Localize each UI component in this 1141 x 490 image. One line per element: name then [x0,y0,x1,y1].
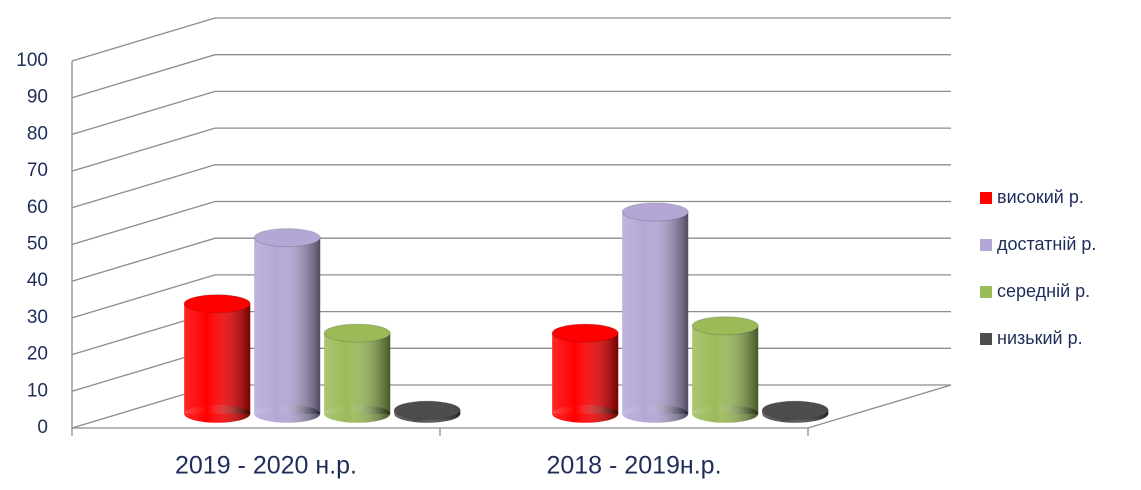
y-tick-label: 70 [27,160,48,181]
grid-line [71,54,951,99]
legend-label: середній р. [997,281,1090,301]
legend-swatch [980,286,992,298]
grid-line [71,90,951,136]
legend-swatch [980,192,992,204]
y-tick-label: 50 [27,234,48,255]
grid-line [71,127,951,172]
legend-label: високий р. [997,187,1084,207]
legend-swatch [980,333,992,345]
cylinder [551,323,619,423]
cylinder [323,323,391,423]
y-tick-label: 90 [27,87,48,108]
y-tick-label: 10 [27,380,48,401]
legend-label: достатній р. [997,234,1096,254]
y-tick-label: 40 [27,270,48,291]
y-tick-label: 20 [27,344,48,365]
cylinder [253,228,321,423]
x-tick-label: 2018 - 2019н.р. [546,452,721,480]
cylinder [621,202,689,423]
y-tick-label: 0 [37,417,48,438]
cylinder [183,294,251,423]
legend-swatch [980,239,992,251]
grid-line [71,17,951,62]
grid-line [71,237,951,282]
y-tick-label: 60 [27,197,48,218]
grid-line [71,274,951,319]
grid-line [71,200,951,246]
y-tick-label: 80 [27,123,48,144]
y-tick-label: 100 [16,50,48,71]
cylinder [761,400,829,423]
cylinder [393,400,461,423]
y-tick-label: 30 [27,307,48,328]
x-tick-label: 2019 - 2020 н.р. [175,452,357,480]
grid-line [71,164,951,209]
legend-label: низький р. [997,328,1083,348]
cylinder [691,316,759,423]
